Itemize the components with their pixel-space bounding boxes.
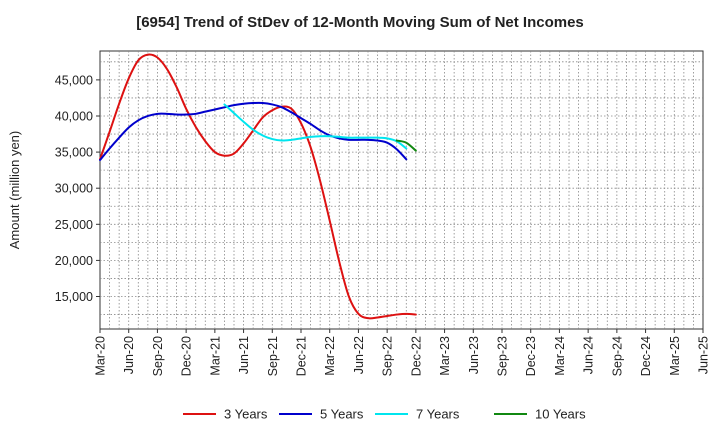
x-tick-label: Dec-24 [639,336,653,376]
y-axis-ticks: 15,000 20,000 25,000 30,000 35,000 40,000 45,0… [55,73,100,304]
x-tick-label: Mar-24 [553,336,567,376]
y-tick-label: 45,000 [55,73,93,87]
legend-label-5-years: 5 Years [320,407,364,422]
y-tick-label: 15,000 [55,290,93,304]
x-tick-label: Sep-22 [381,336,395,376]
plot-area [99,50,704,330]
x-tick-label: Mar-25 [668,336,682,376]
x-tick-label: Jun-23 [467,336,481,374]
x-tick-label: Mar-21 [208,336,222,376]
x-tick-label: Mar-23 [438,336,452,376]
x-tick-label: Jun-25 [697,336,711,374]
x-tick-label: Dec-23 [524,336,538,376]
series-line-5-years [99,101,408,162]
legend-label-10-years: 10 Years [535,407,586,422]
x-tick-label: Jun-24 [582,336,596,374]
y-tick-label: 40,000 [55,109,93,123]
x-tick-label: Jun-22 [352,336,366,374]
series-line-10-years [395,139,417,152]
y-tick-label: 20,000 [55,254,93,268]
x-axis-ticks: Mar-20 Jun-20 Sep-20 Dec-20 Mar-21 Jun-21 Sep-… [94,329,711,376]
series-line-7-years [223,103,408,150]
x-tick-label: Dec-21 [295,336,309,376]
x-tick-label: Mar-22 [323,336,337,376]
y-tick-label: 30,000 [55,182,93,196]
x-tick-label: Sep-24 [610,336,624,376]
x-tick-label: Sep-21 [266,336,280,376]
x-tick-label: Dec-20 [180,336,194,376]
legend-label-3-years: 3 Years [224,407,268,422]
series-line-3-years [99,53,417,320]
x-tick-label: Dec-22 [409,336,423,376]
legend: 3 Years 5 Years 7 Years 10 Years [183,407,586,422]
grid [100,51,703,329]
x-tick-label: Sep-23 [496,336,510,376]
legend-label-7-years: 7 Years [416,407,460,422]
x-tick-label: Jun-21 [237,336,251,374]
y-tick-label: 35,000 [55,146,93,160]
y-tick-label: 25,000 [55,218,93,232]
x-tick-label: Mar-20 [94,336,108,376]
series-layer [99,53,417,320]
x-tick-label: Sep-20 [151,336,165,376]
y-axis-label: Amount (million yen) [7,131,22,250]
x-tick-label: Jun-20 [122,336,136,374]
chart-title: [6954] Trend of StDev of 12-Month Moving… [136,14,584,31]
